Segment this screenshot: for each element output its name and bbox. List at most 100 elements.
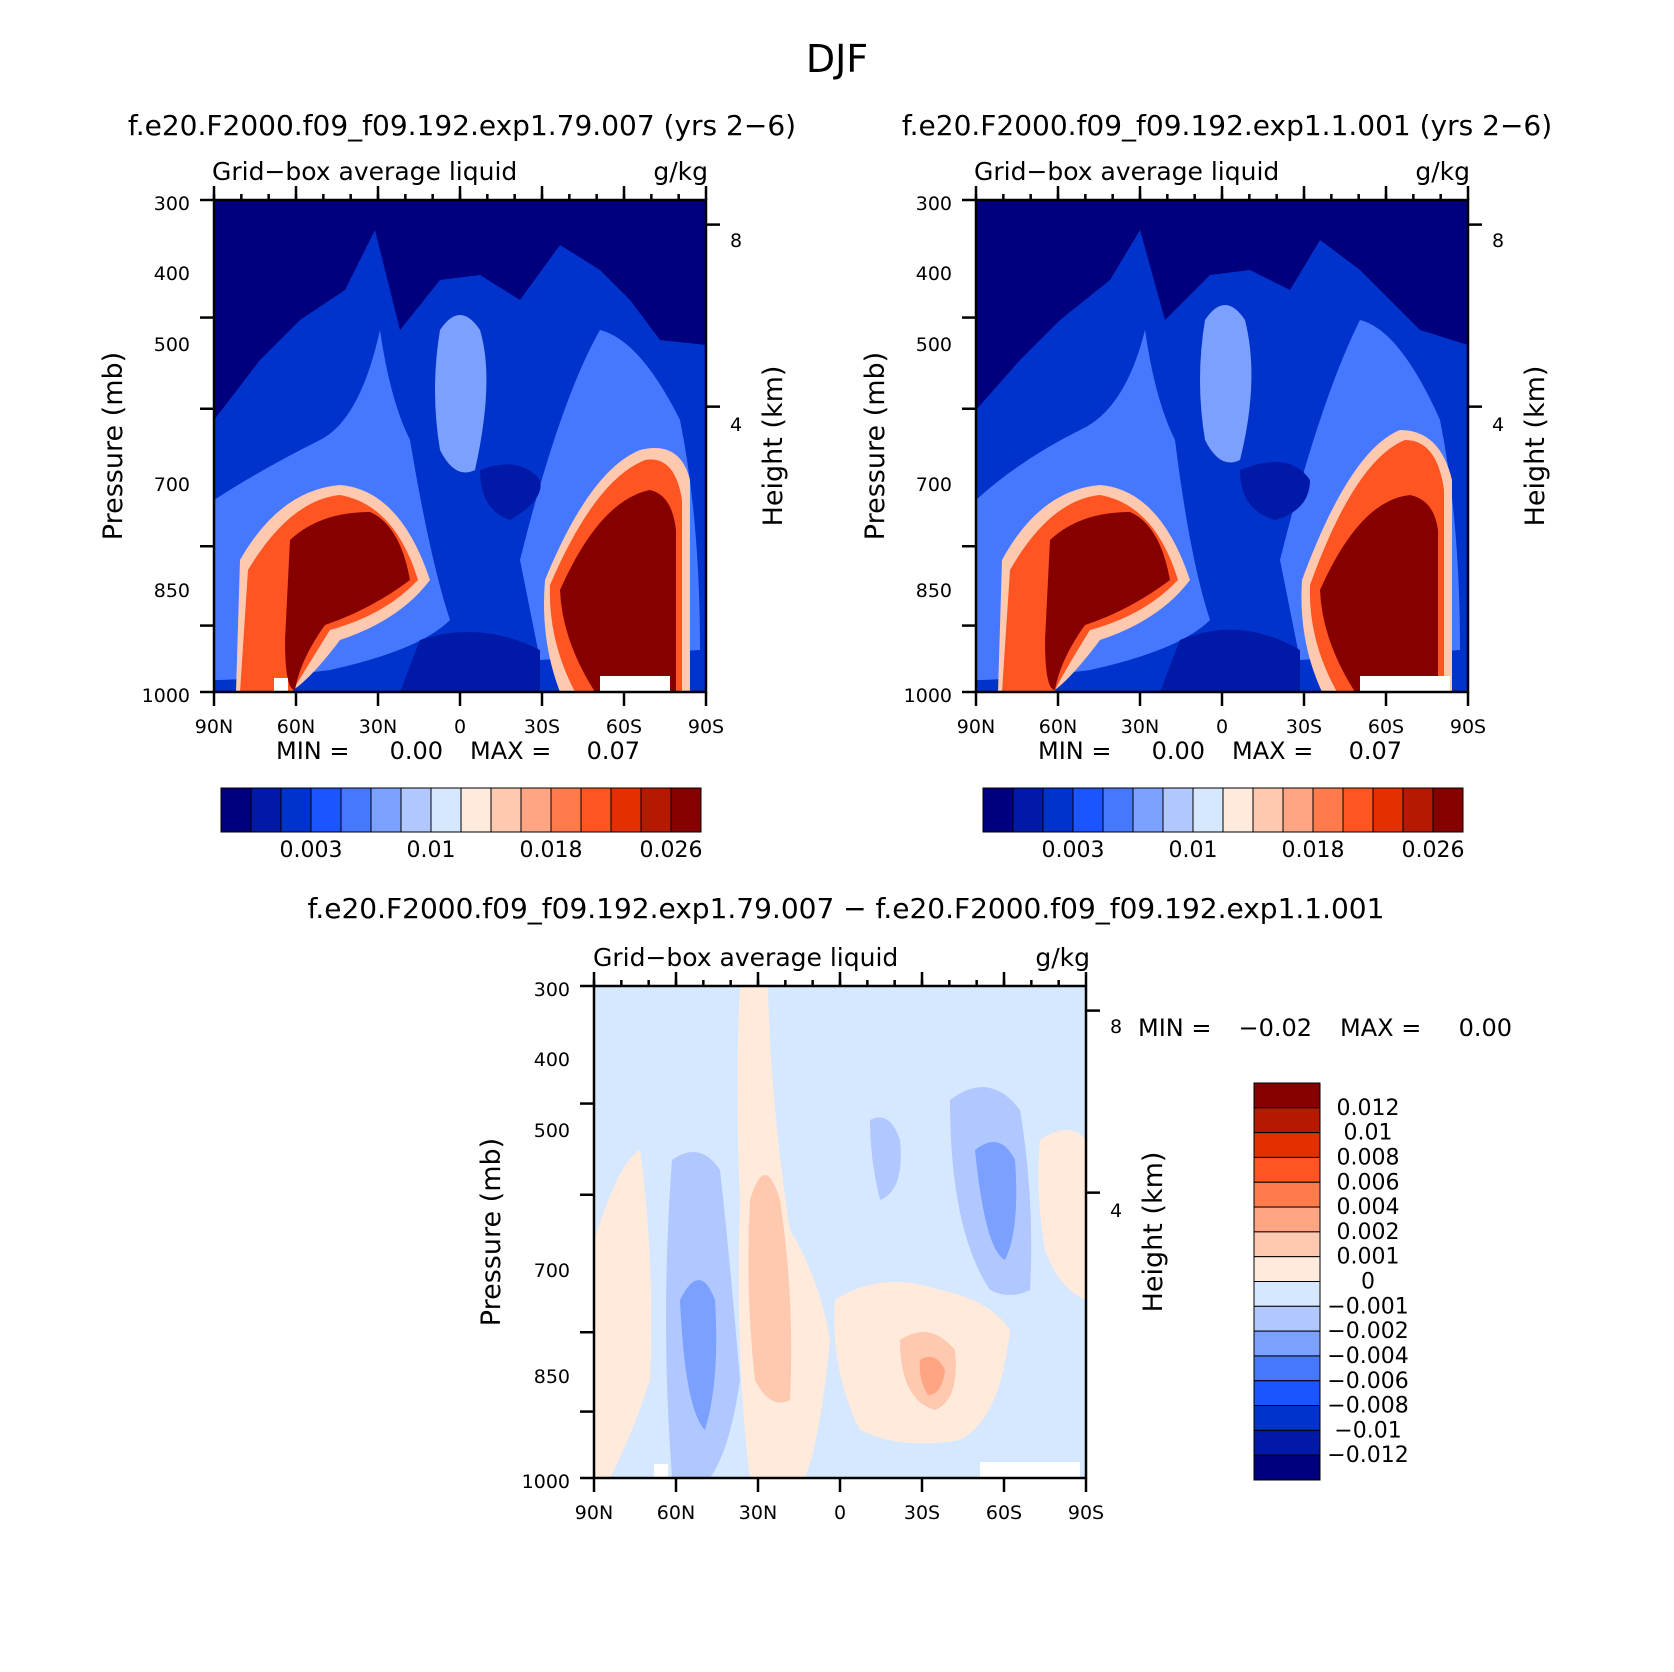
y-right-tick-label: 8 [1492,230,1504,252]
colorbar-label: 0.003 [280,838,343,863]
colorbar-labels: 0.0120.010.0080.0060.0040.0020.0010−0.00… [1327,1096,1408,1468]
colorbar-swatch [400,787,432,833]
x-tick-label: 60S [986,1502,1022,1524]
colorbar-swatch [1253,1305,1321,1332]
y-tick-label: 400 [916,263,952,285]
panel-top-left: f.e20.F2000.f09_f09.192.exp1.79.007 (yrs… [98,109,796,863]
colorbar-swatch [250,787,282,833]
contour-positive [1038,1130,1086,1300]
x-tick-label: 60S [606,716,642,738]
figure-title: DJF [806,37,868,81]
contour-light-core [435,315,487,473]
tick-marks [200,186,720,706]
colorbar-label: −0.002 [1327,1319,1408,1344]
minmax-readout: MIN = −0.02 MAX = 0.00 [1138,1014,1512,1042]
colorbar-label: −0.001 [1327,1294,1408,1319]
colorbar-label: 0.01 [407,838,456,863]
max-label: MAX = [1232,737,1313,765]
y-tick-label: 300 [154,193,190,215]
y-tick-label: 700 [154,474,190,496]
x-tick-label: 60N [657,1502,695,1524]
colorbar-swatch [1192,787,1224,833]
y-right-tick-label: 4 [1110,1200,1122,1222]
colorbar-swatch [1252,787,1284,833]
y-tick-label: 500 [154,334,190,356]
y-tick-label: 850 [916,580,952,602]
min-value: −0.02 [1238,1014,1312,1042]
contour-positive-mid [748,1175,792,1403]
panel-top-right: f.e20.F2000.f09_f09.192.exp1.1.001 (yrs … [860,109,1552,863]
contour-warm-n-core [1045,512,1170,690]
min-label: MIN = [1138,1014,1211,1042]
panel-title: f.e20.F2000.f09_f09.192.exp1.79.007 − f.… [308,892,1385,925]
contour-negative [870,1117,901,1200]
minmax-readout: MIN = 0.00 MAX = 0.07 [1038,737,1402,765]
colorbar-swatch [1253,1107,1321,1134]
y-axis-label: Pressure (mb) [98,352,129,540]
tick-marks [962,186,1482,706]
colorbar-swatch [1222,787,1254,833]
colorbar-swatch [1012,787,1044,833]
missing-data-patch [654,1464,668,1478]
x-tick-label: 30N [359,716,397,738]
colorbar-swatch [1253,1082,1321,1109]
colorbar-swatches [220,787,702,833]
panel-title: f.e20.F2000.f09_f09.192.exp1.1.001 (yrs … [902,109,1552,142]
colorbar-swatch [670,787,702,833]
colorbar-label: 0.002 [1337,1220,1400,1245]
colorbar-label: 0.003 [1042,838,1105,863]
colorbar-swatch [580,787,612,833]
missing-data-patch [600,676,670,692]
colorbar-label: −0.012 [1327,1443,1408,1468]
tick-marks [580,972,1100,1492]
contour-low-dark2 [400,632,540,692]
max-value: 0.07 [587,737,640,765]
y-axis-label: Pressure (mb) [860,352,891,540]
colorbar-swatch [982,787,1014,833]
colorbar-label: 0.018 [520,838,583,863]
colorbar-label: −0.008 [1327,1394,1408,1419]
x-tick-label: 90S [1068,1502,1104,1524]
y-axis-left: 300 400 500 700 850 1000 Pressure (mb) [860,193,952,707]
x-axis: 90N 60N 30N 0 30S 60S 90S [575,1502,1104,1524]
colorbar-swatch [460,787,492,833]
y-tick-label: 1000 [522,1471,570,1493]
contour-negative-core [975,1142,1017,1260]
x-tick-label: 60S [1368,716,1404,738]
y-tick-label: 1000 [142,685,190,707]
y-tick-label: 1000 [904,685,952,707]
contour-warm-n-core [285,512,410,690]
colorbar-swatch [1042,787,1074,833]
colorbar-swatch [340,787,372,833]
colorbar-swatch [1253,1380,1321,1407]
x-tick-label: 30N [1121,716,1159,738]
contour-warm-s-core [560,490,676,692]
contour-low-dark [480,464,541,520]
x-tick-label: 30S [904,1502,940,1524]
colorbar-swatch [1402,787,1434,833]
colorbar-swatch [520,787,552,833]
y-tick-label: 500 [534,1120,570,1142]
colorbar-swatch [1253,1132,1321,1158]
min-value: 0.00 [1152,737,1205,765]
colorbar-swatch [490,787,522,833]
x-tick-label: 30S [524,716,560,738]
colorbar-label: −0.01 [1334,1418,1401,1443]
colorbar-swatch [1253,1206,1321,1233]
x-tick-label: 90N [195,716,233,738]
colorbar-swatch [1253,1281,1321,1307]
y-right-axis-label: Height (km) [1138,1152,1169,1313]
x-axis: 90N 60N 30N 0 30S 60S 90S [195,716,724,738]
panel-title: f.e20.F2000.f09_f09.192.exp1.79.007 (yrs… [128,109,796,142]
colorbar-swatch [370,787,402,833]
colorbar-swatch [1132,787,1164,833]
y-right-tick-label: 4 [1492,414,1504,436]
colorbar-label: 0.018 [1282,838,1345,863]
colorbar-swatch [1072,787,1104,833]
colorbar-swatches [1253,1082,1321,1481]
y-right-tick-label: 8 [730,230,742,252]
contour-positive-core [919,1356,945,1395]
y-right-axis-label: Height (km) [1520,366,1551,527]
colorbar-label: 0.004 [1337,1195,1400,1220]
